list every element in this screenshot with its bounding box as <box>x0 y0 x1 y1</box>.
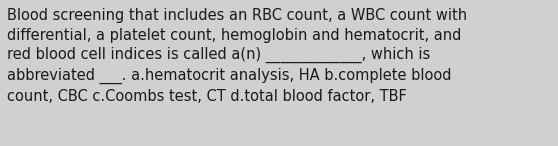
Text: Blood screening that includes an RBC count, a WBC count with
differential, a pla: Blood screening that includes an RBC cou… <box>7 8 467 104</box>
